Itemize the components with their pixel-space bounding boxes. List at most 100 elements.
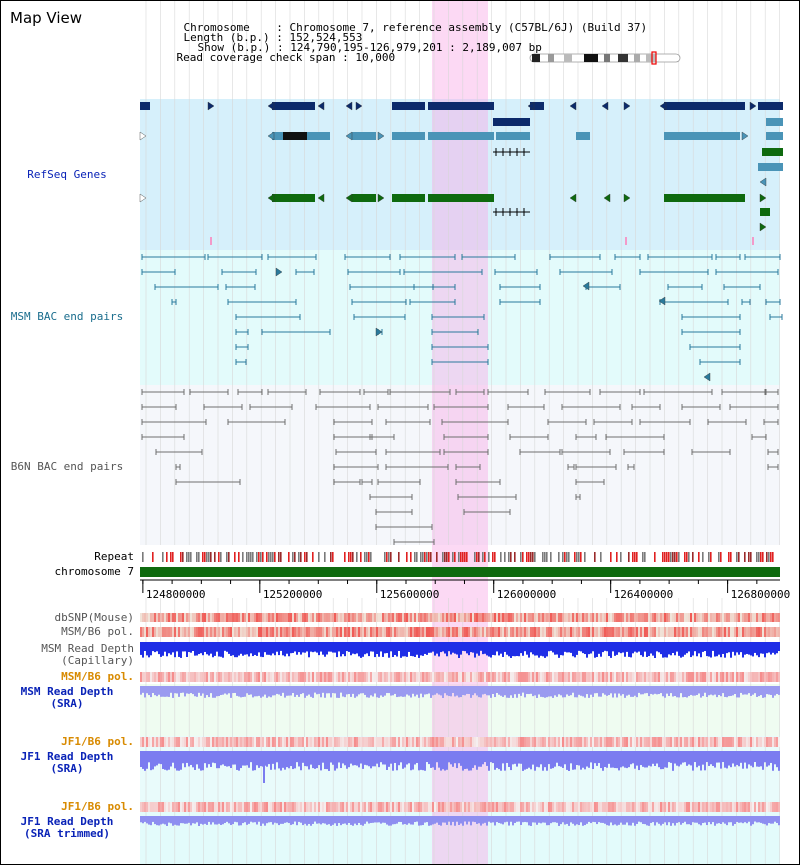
heat-cell	[656, 802, 658, 812]
heat-cell	[638, 672, 640, 682]
highlight-region[interactable]	[432, 0, 488, 864]
heat-cell	[684, 737, 686, 747]
track-label-refseq[interactable]: RefSeq Genes	[27, 168, 107, 181]
heat-cell	[230, 627, 232, 637]
msm-sra-depth-bar	[728, 686, 730, 697]
refseq-marker	[625, 237, 627, 245]
repeat-feature	[636, 552, 638, 562]
heat-cell	[598, 737, 600, 747]
jf1-sra-depth-bar	[628, 751, 630, 768]
heat-cell	[764, 802, 766, 812]
jf1-trimmed-depth-bar	[698, 816, 700, 825]
msm-sra-depth-bar	[498, 686, 500, 695]
heat-cell	[306, 627, 308, 637]
heat-cell	[572, 672, 574, 682]
heat-cell	[504, 613, 506, 622]
msm-capillary-depth-bar	[226, 642, 228, 652]
msm-capillary-depth-bar	[430, 642, 432, 653]
heat-cell	[454, 737, 456, 747]
jf1-trimmed-depth-bar	[208, 816, 210, 822]
heat-cell	[198, 737, 200, 747]
heat-cell	[544, 613, 546, 622]
jf1-sra-depth-bar	[176, 751, 178, 771]
heat-cell	[538, 737, 540, 747]
heat-cell	[756, 737, 758, 747]
heat-cell	[614, 627, 616, 637]
msm-capillary-depth-bar	[332, 642, 334, 653]
heat-cell	[362, 627, 364, 637]
jf1-sra-depth-bar	[420, 751, 422, 770]
jf1-sra-depth-bar	[748, 751, 750, 765]
msm-sra-depth-bar	[214, 686, 216, 698]
heat-cell	[298, 672, 300, 682]
heat-cell	[226, 627, 228, 637]
msm-sra-depth-bar	[692, 686, 694, 696]
track-label-msm-bac[interactable]: MSM BAC end pairs	[10, 310, 124, 323]
jf1-sra-depth-bar	[338, 751, 340, 763]
heat-cell	[430, 672, 432, 682]
heat-cell	[654, 672, 656, 682]
jf1-sra-depth-bar	[260, 751, 262, 767]
refseq-gene-exon	[758, 102, 783, 110]
jf1-trimmed-depth-bar	[512, 816, 514, 826]
heat-cell	[400, 737, 402, 747]
heat-cell	[686, 627, 688, 637]
jf1-sra-depth-bar	[398, 751, 400, 766]
repeat-feature	[492, 552, 494, 562]
heat-cell	[582, 802, 584, 812]
heat-cell	[768, 613, 770, 622]
msm-sra-depth-bar	[416, 686, 418, 695]
msm-capillary-depth-bar	[728, 642, 730, 653]
heat-cell	[560, 672, 562, 682]
ideogram-position-marker[interactable]	[651, 51, 657, 65]
heat-cell	[540, 627, 542, 637]
msm-capillary-depth-bar	[420, 642, 422, 656]
heat-cell	[216, 802, 218, 812]
heat-cell	[244, 802, 246, 812]
heat-cell	[714, 802, 716, 812]
jf1-sra-depth-bar	[160, 751, 162, 765]
heat-cell	[634, 613, 636, 622]
repeat-feature	[718, 552, 720, 562]
jf1-sra-depth-bar	[700, 751, 702, 771]
heat-cell	[702, 627, 704, 637]
msm-capillary-depth-bar	[526, 642, 528, 655]
heat-cell	[450, 627, 452, 637]
heat-cell	[626, 672, 628, 682]
heat-cell	[740, 672, 742, 682]
track-label-b6n-bac[interactable]: B6N BAC end pairs	[10, 460, 124, 473]
heat-cell	[164, 627, 166, 637]
heat-cell	[142, 737, 144, 747]
heat-cell	[248, 627, 250, 637]
heat-cell	[286, 613, 288, 622]
heat-cell	[396, 672, 398, 682]
jf1-trimmed-depth-bar	[482, 816, 484, 824]
msm-capillary-depth-bar	[438, 642, 440, 657]
jf1-trimmed-depth-bar	[182, 816, 184, 824]
heat-cell	[280, 627, 282, 637]
chromosome-ideogram[interactable]	[528, 51, 688, 65]
heat-cell	[430, 802, 432, 812]
heat-cell	[360, 802, 362, 812]
heat-cell	[716, 627, 718, 637]
jf1-sra-depth-bar	[282, 751, 284, 768]
msm-sra-depth-bar	[426, 686, 428, 695]
repeat-feature	[514, 552, 516, 562]
heat-cell	[606, 613, 608, 622]
msm-sra-depth-bar	[754, 686, 756, 694]
heat-cell	[148, 672, 150, 682]
msm-sra-depth-bar	[490, 686, 492, 698]
jf1-sra-depth-bar	[274, 751, 276, 770]
msm-sra-depth-bar	[404, 686, 406, 697]
jf1-sra-depth-bar	[638, 751, 640, 771]
span-label: Read coverage check span	[176, 51, 336, 64]
heat-cell	[694, 802, 696, 812]
msm-sra-depth-bar	[670, 686, 672, 694]
heat-cell	[254, 613, 256, 622]
jf1-sra-depth-bar	[622, 751, 624, 767]
heat-cell	[470, 627, 472, 637]
heat-cell	[370, 802, 372, 812]
jf1-sra-depth-bar	[400, 751, 402, 763]
jf1-sra-depth-bar	[408, 751, 410, 764]
heat-cell	[476, 627, 478, 637]
